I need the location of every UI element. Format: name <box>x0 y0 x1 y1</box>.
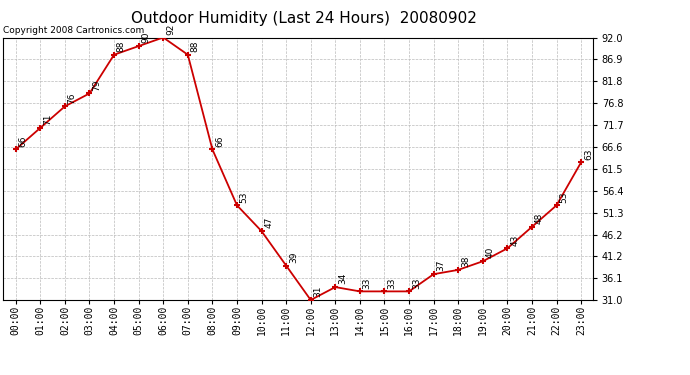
Text: 88: 88 <box>190 40 199 52</box>
Text: Copyright 2008 Cartronics.com: Copyright 2008 Cartronics.com <box>3 26 145 35</box>
Text: 53: 53 <box>560 191 569 202</box>
Text: 71: 71 <box>43 114 52 125</box>
Text: 47: 47 <box>264 217 273 228</box>
Text: 79: 79 <box>92 79 101 91</box>
Text: 76: 76 <box>68 92 77 104</box>
Text: 90: 90 <box>141 32 150 44</box>
Text: 43: 43 <box>510 234 519 246</box>
Text: 31: 31 <box>313 286 322 297</box>
Text: 33: 33 <box>387 277 396 289</box>
Text: 37: 37 <box>436 260 446 272</box>
Text: 33: 33 <box>363 277 372 289</box>
Text: 34: 34 <box>338 273 347 284</box>
Text: 33: 33 <box>412 277 421 289</box>
Text: 40: 40 <box>486 247 495 258</box>
Text: 63: 63 <box>584 148 593 159</box>
Text: Outdoor Humidity (Last 24 Hours)  20080902: Outdoor Humidity (Last 24 Hours) 2008090… <box>130 11 477 26</box>
Text: 66: 66 <box>19 135 28 147</box>
Text: 48: 48 <box>535 213 544 224</box>
Text: 88: 88 <box>117 40 126 52</box>
Text: 53: 53 <box>239 191 249 202</box>
Text: 92: 92 <box>166 23 175 35</box>
Text: 39: 39 <box>289 251 298 263</box>
Text: 38: 38 <box>461 256 470 267</box>
Text: 66: 66 <box>215 135 224 147</box>
